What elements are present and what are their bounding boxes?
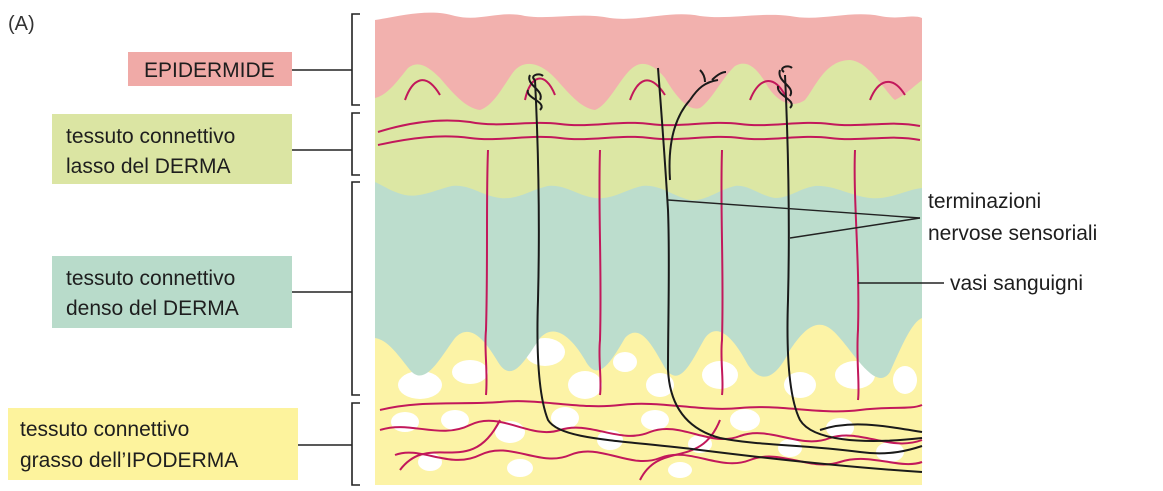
label-box-hypodermis — [8, 408, 298, 480]
bracket-loose-dermis — [342, 112, 360, 176]
label-dense-dermis-line-2: denso del DERMA — [66, 297, 239, 320]
sensory-nerves — [526, 65, 923, 473]
label-box-epidermis — [128, 52, 292, 86]
callout-leaders — [667, 199, 944, 284]
layer-label-hypodermis: tessuto connettivo grasso dell’IPODERMA — [8, 408, 298, 480]
layer-leaders — [292, 69, 342, 446]
layer-label-epidermis: EPIDERMIDE — [128, 52, 292, 86]
layer-label-loose-dermis: tessuto connettivo lasso del DERMA — [52, 114, 292, 184]
label-loose-dermis-line-2: lasso del DERMA — [66, 155, 231, 178]
bracket-dense-dermis — [342, 181, 360, 396]
layer-label-dense-dermis: tessuto connettivo denso del DERMA — [52, 256, 292, 328]
label-hypodermis-line-1: tessuto connettivo — [20, 418, 189, 441]
callout-nerves-line-1: terminazioni — [928, 190, 1041, 213]
label-dense-dermis-line-1: tessuto connettivo — [66, 267, 235, 290]
callout-nerves-line-2: nervose sensoriali — [928, 222, 1097, 245]
bracket-hypodermis — [342, 402, 360, 486]
label-loose-dermis-line-1: tessuto connettivo — [66, 125, 235, 148]
label-epidermis-line-1: EPIDERMIDE — [144, 59, 275, 82]
callout-vessels: vasi sanguigni — [950, 272, 1083, 295]
layer-brackets — [342, 13, 360, 486]
bracket-epidermis — [342, 13, 360, 106]
dense-dermis-region — [375, 165, 922, 378]
label-box-dense-dermis — [52, 256, 292, 328]
label-hypodermis-line-2: grasso dell’IPODERMA — [20, 449, 238, 472]
tissue-block — [375, 12, 923, 485]
label-box-loose-dermis — [52, 114, 292, 184]
blood-vessels — [377, 77, 923, 481]
panel-label: (A) — [8, 13, 35, 35]
